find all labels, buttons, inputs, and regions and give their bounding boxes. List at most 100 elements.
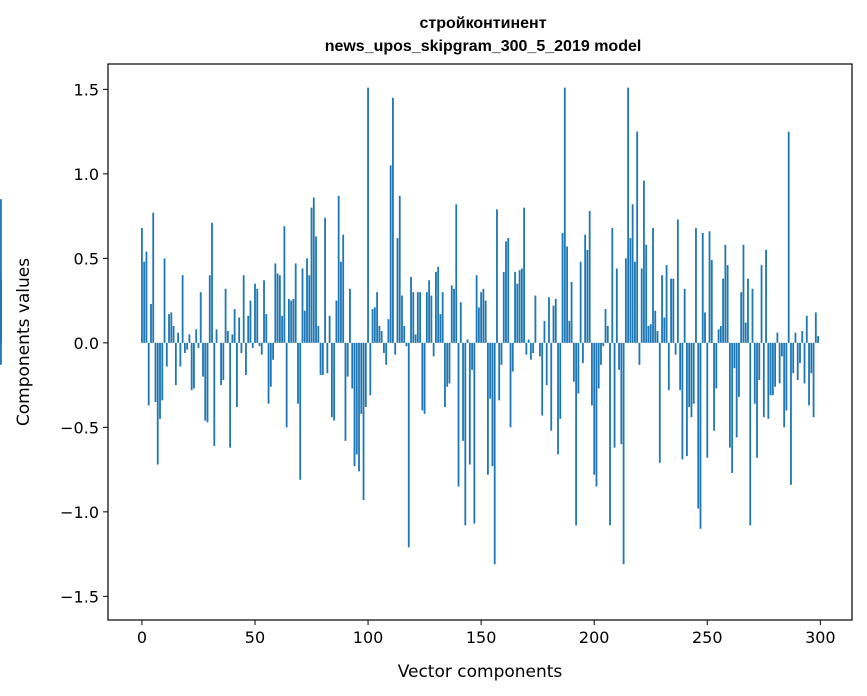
- bar-component-139: [455, 204, 458, 343]
- bar-component-291: [799, 342, 801, 364]
- bar-component-256: [719, 325, 722, 343]
- x-tick-label: 0: [137, 628, 147, 647]
- bar-component-235: [672, 278, 675, 343]
- bar-component-234: [670, 278, 672, 343]
- bar-component-17: [179, 342, 182, 367]
- bar-component-243: [690, 342, 693, 418]
- bar-component-224: [647, 325, 650, 343]
- bar-component-69: [297, 342, 299, 404]
- bar-component-190: [570, 282, 573, 343]
- bar-component-79: [319, 342, 322, 375]
- bar-component-72: [303, 310, 306, 343]
- bar-component-189: [568, 320, 571, 343]
- bar-component-229: [658, 342, 661, 463]
- bar-component-131: [437, 266, 440, 343]
- bar-component-142: [462, 342, 464, 441]
- bar-component-124: [421, 342, 424, 411]
- bar-component-88: [340, 261, 342, 343]
- bar-component-277: [767, 342, 770, 419]
- bar-component-76: [312, 197, 315, 343]
- bar-component-237: [676, 219, 679, 343]
- bar-component-66: [290, 300, 293, 343]
- bar-component-127: [428, 280, 431, 343]
- bar-component-101: [369, 342, 372, 396]
- bar-component-184: [557, 342, 559, 455]
- bar-component-5: [152, 212, 155, 343]
- bar-component-75: [310, 207, 313, 343]
- bar-component-155: [491, 342, 494, 467]
- bar-component-272: [756, 342, 758, 458]
- bar-component-247: [699, 342, 702, 529]
- bar-component-63: [283, 226, 286, 343]
- bar-component-213: [622, 342, 625, 565]
- bar-component-107: [382, 342, 385, 353]
- bar-component-31: [211, 222, 213, 343]
- bar-component-206: [606, 325, 609, 343]
- bar-component-266: [742, 244, 745, 343]
- bar-component-113: [396, 238, 399, 343]
- bar-component-161: [505, 241, 507, 343]
- bar-component-10: [163, 258, 166, 343]
- bar-component-177: [541, 342, 544, 416]
- bar-component-153: [487, 342, 489, 475]
- bar-component-67: [292, 298, 295, 343]
- bar-component-82: [326, 342, 329, 374]
- bar-component-283: [780, 342, 783, 357]
- bar-component-98: [362, 342, 365, 501]
- bar-component-24: [195, 329, 198, 343]
- bar-component-83: [328, 315, 331, 343]
- bar-component-49: [251, 342, 254, 348]
- bar-component-258: [724, 244, 727, 343]
- bar-component-60: [276, 273, 279, 343]
- bar-component-74: [308, 275, 311, 343]
- plot-frame: [107, 63, 853, 621]
- bar-component-85: [333, 342, 336, 421]
- bar-component-204: [602, 342, 605, 347]
- bar-component-121: [414, 334, 417, 343]
- bar-component-118: [407, 342, 410, 548]
- bar-component-120: [412, 292, 415, 343]
- bar-component-146: [471, 342, 473, 370]
- y-tick-label: −1.0: [60, 503, 99, 522]
- bar-component-50: [254, 283, 256, 343]
- bar-component-196: [584, 234, 587, 343]
- bar-component-97: [360, 342, 363, 414]
- bar-component-227: [654, 310, 657, 343]
- bar-component-290: [796, 342, 799, 381]
- bar-component-108: [385, 342, 388, 365]
- bar-component-185: [559, 342, 562, 419]
- bar-component-166: [516, 283, 519, 343]
- bar-component-96: [358, 342, 360, 472]
- bar-component-103: [373, 307, 376, 343]
- bar-component-200: [593, 342, 596, 475]
- bar-component-299: [817, 336, 819, 343]
- bar-component-198: [588, 211, 591, 343]
- bar-component-192: [575, 342, 578, 526]
- bar-component-99: [364, 342, 367, 408]
- bar-component-135: [446, 342, 449, 387]
- bar-component-33: [215, 329, 218, 343]
- bar-component-77: [315, 236, 317, 343]
- bar-component-152: [484, 300, 487, 343]
- bar-component-70: [299, 342, 302, 480]
- bar-component-125: [423, 342, 426, 414]
- bar-component-276: [765, 249, 767, 343]
- bar-component-253: [713, 342, 715, 431]
- bar-component-199: [591, 342, 593, 406]
- bar-component-176: [539, 342, 541, 357]
- bar-component-8: [159, 342, 161, 419]
- bar-component-165: [514, 271, 516, 343]
- bar-component-257: [722, 278, 725, 343]
- bar-component-231: [663, 317, 666, 343]
- x-tick-label: 300: [805, 628, 836, 647]
- bar-component-254: [715, 342, 718, 389]
- bar-component-122: [416, 292, 419, 343]
- bar-component-105: [378, 325, 381, 343]
- bar-component-45: [242, 275, 245, 343]
- bar-component-68: [294, 263, 297, 343]
- y-tick-label: 0.0: [74, 334, 99, 353]
- bar-component-186: [561, 233, 564, 343]
- bar-component-170: [525, 342, 528, 355]
- bar-component-207: [609, 342, 611, 526]
